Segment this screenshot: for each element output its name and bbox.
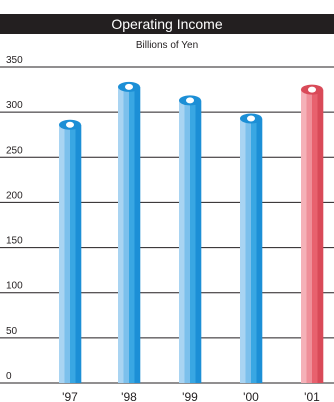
x-tick-label: '97 bbox=[62, 390, 78, 402]
bar-cap-highlight bbox=[247, 115, 255, 122]
bar bbox=[179, 100, 202, 384]
bar-cap-highlight bbox=[125, 83, 133, 90]
bar-stripe bbox=[312, 89, 318, 384]
bar-stripe bbox=[301, 89, 307, 384]
y-tick-label: 350 bbox=[6, 55, 23, 66]
bar-stripe bbox=[256, 118, 263, 383]
bar bbox=[59, 124, 82, 383]
bar-stripe bbox=[195, 100, 202, 384]
bar-stripe bbox=[134, 86, 141, 383]
y-tick-label: 250 bbox=[6, 145, 23, 156]
x-tick-label: '98 bbox=[121, 390, 137, 402]
bar-cap-highlight bbox=[66, 121, 74, 128]
y-tick-label: 200 bbox=[6, 190, 23, 201]
bar-stripe bbox=[64, 124, 71, 383]
y-tick-label: 100 bbox=[6, 281, 23, 292]
bar bbox=[301, 89, 324, 384]
bar-stripe bbox=[317, 89, 324, 384]
bar-stripe bbox=[306, 89, 313, 384]
bar-stripe bbox=[251, 118, 257, 383]
bar-stripe bbox=[190, 100, 196, 384]
bar-cap-highlight bbox=[186, 97, 194, 104]
x-tick-label: '00 bbox=[243, 390, 259, 402]
bar bbox=[118, 86, 141, 383]
y-tick-label: 0 bbox=[6, 371, 12, 382]
bar-stripe bbox=[118, 86, 124, 383]
bar-cap-highlight bbox=[308, 86, 316, 93]
bar-stripe bbox=[184, 100, 191, 384]
bar-stripe bbox=[245, 118, 252, 383]
bar-stripe bbox=[59, 124, 65, 383]
x-tick-label: '99 bbox=[182, 390, 198, 402]
bar bbox=[240, 118, 263, 383]
bar-stripe bbox=[129, 86, 135, 383]
chart-subtitle: Billions of Yen bbox=[135, 40, 199, 51]
chart-title: Operating Income bbox=[0, 14, 334, 34]
y-tick-label: 300 bbox=[6, 100, 23, 111]
bar-stripe bbox=[123, 86, 130, 383]
bar-stripe bbox=[75, 124, 82, 383]
bar-stripe bbox=[70, 124, 76, 383]
x-tick-label: '01 bbox=[304, 390, 320, 402]
y-tick-label: 50 bbox=[6, 326, 18, 337]
y-tick-label: 150 bbox=[6, 236, 23, 247]
bar-stripe bbox=[179, 100, 185, 384]
bar-stripe bbox=[240, 118, 246, 383]
